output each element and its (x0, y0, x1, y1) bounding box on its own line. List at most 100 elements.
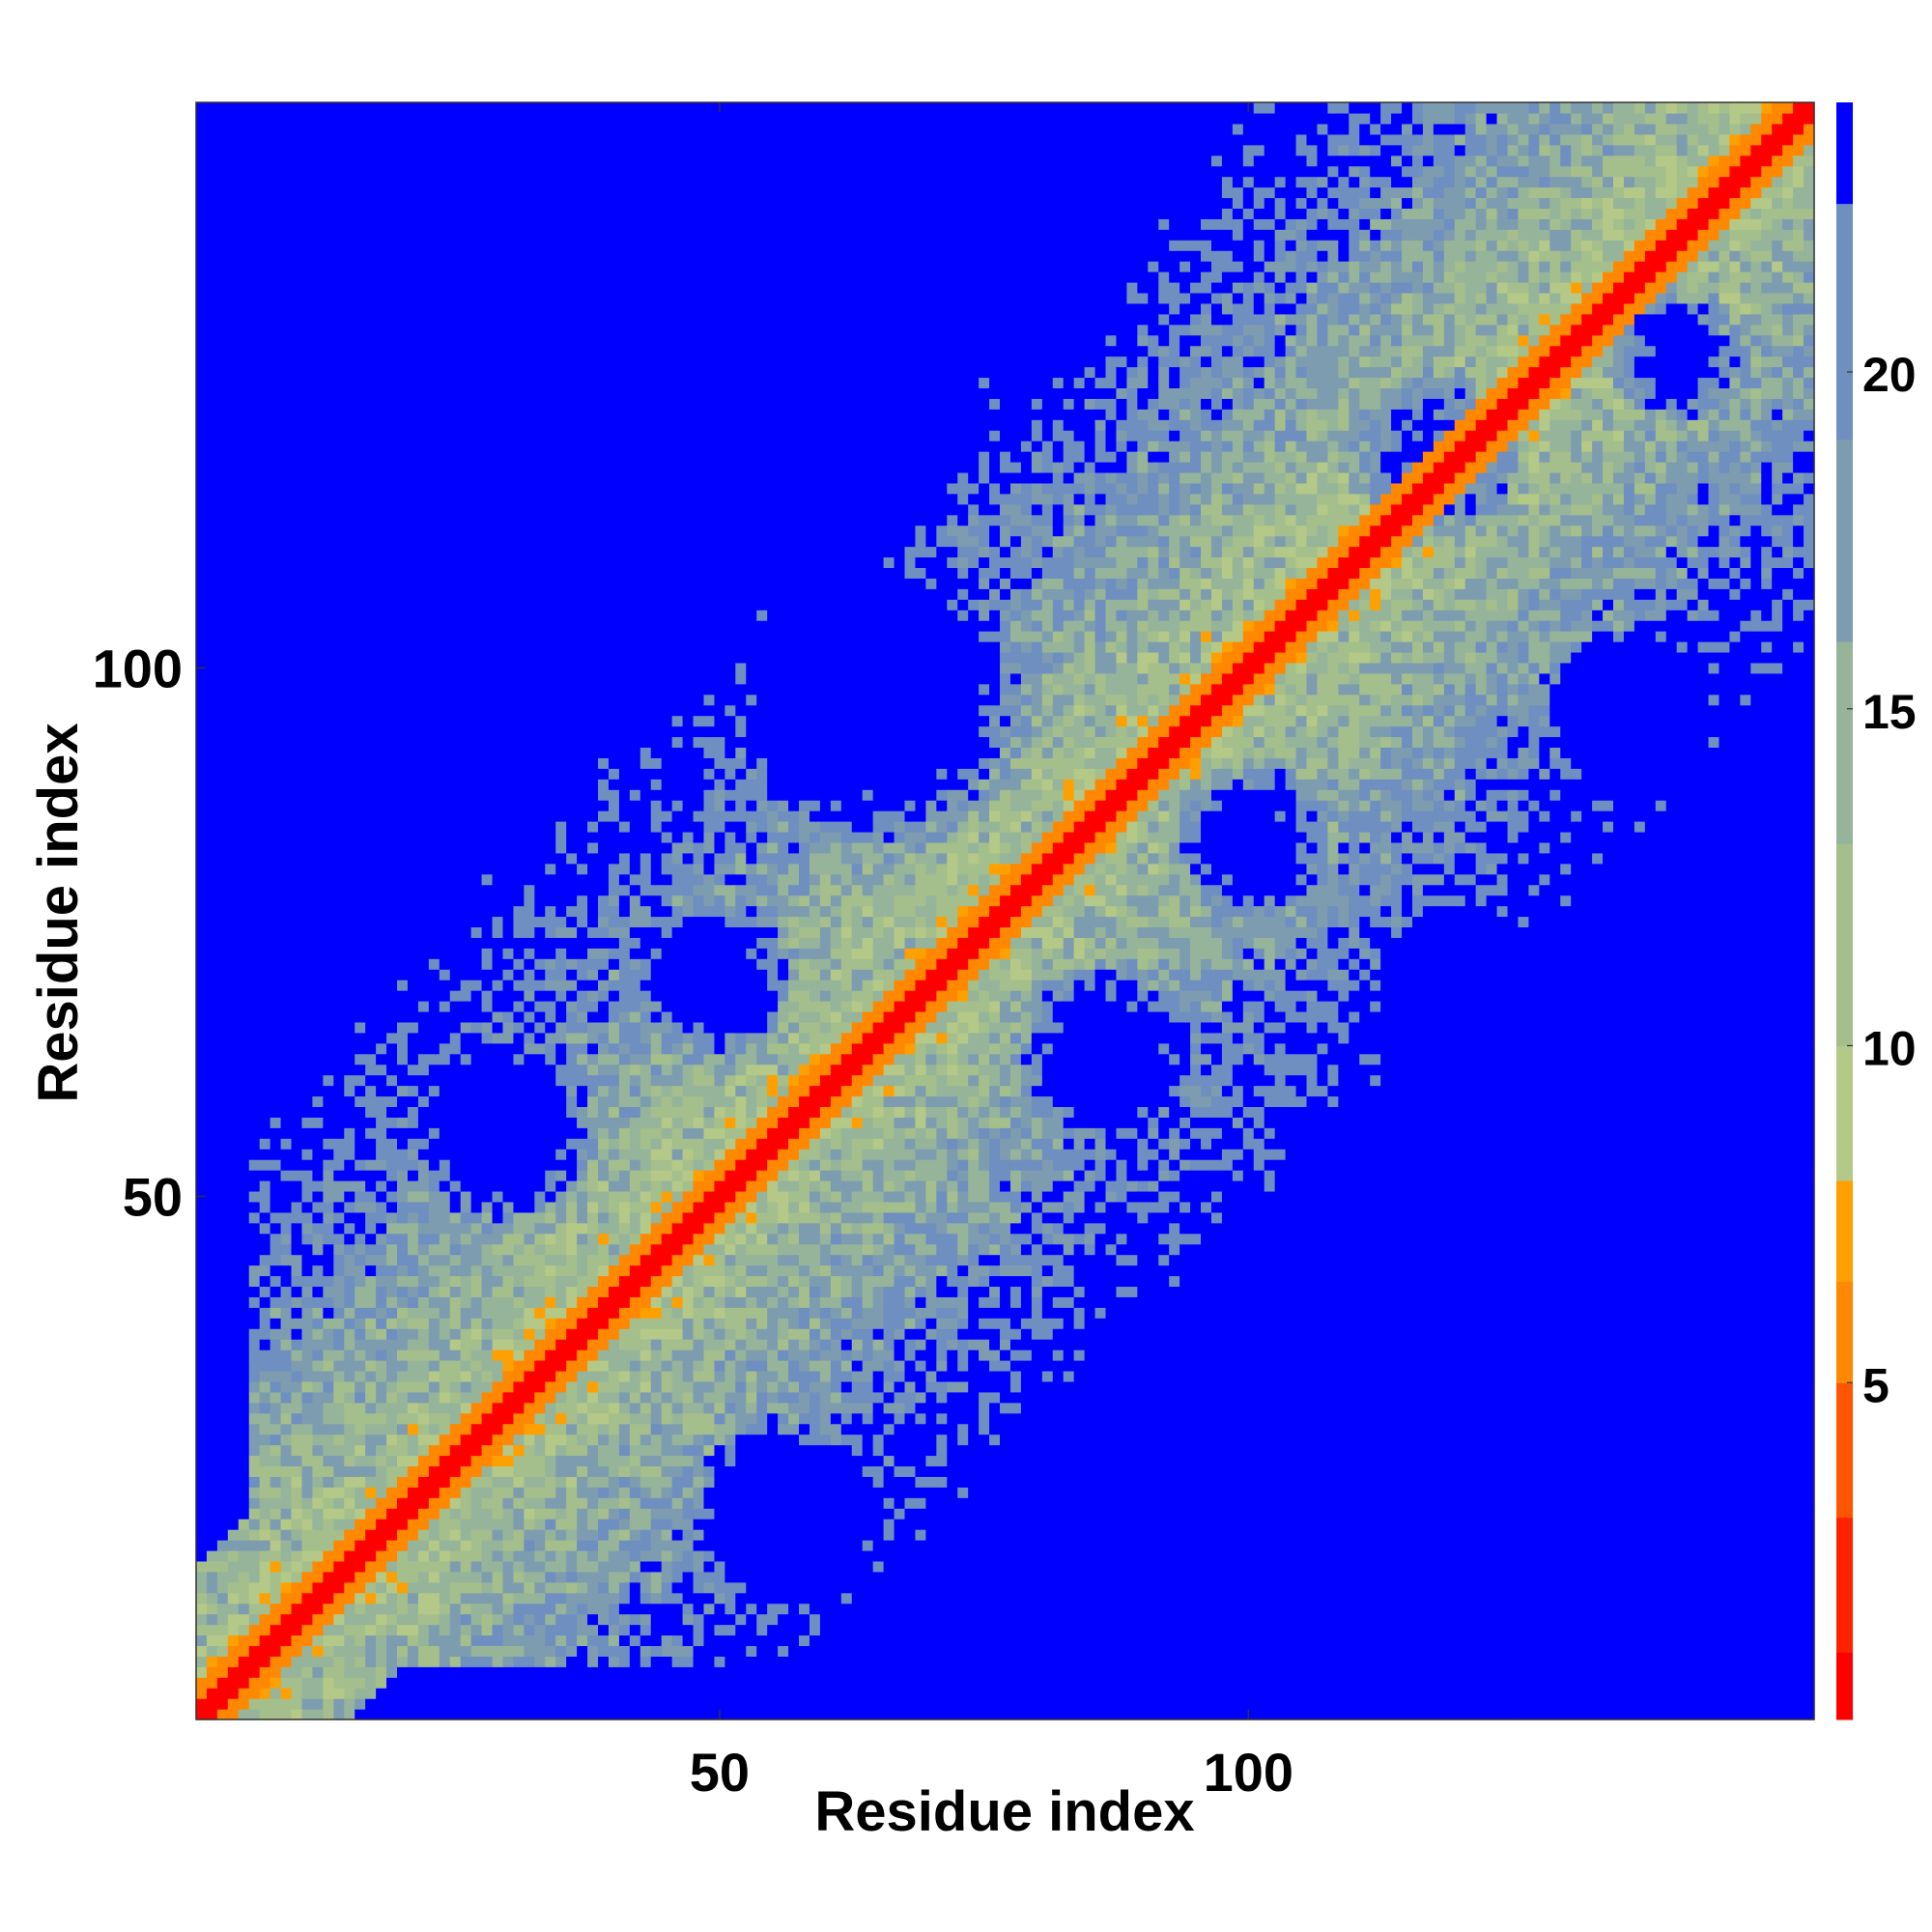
heatmap-cell (228, 948, 240, 959)
heatmap-cell (418, 1572, 430, 1583)
heatmap-cell (239, 1022, 250, 1034)
heatmap-cell (513, 1275, 525, 1287)
heatmap-cell (534, 1350, 546, 1361)
heatmap-cell (461, 1054, 472, 1065)
heatmap-cell (312, 1095, 324, 1107)
heatmap-cell (217, 578, 229, 589)
heatmap-cell (333, 1001, 345, 1012)
heatmap-cell (524, 1381, 535, 1393)
heatmap-cell (355, 1455, 366, 1466)
heatmap-cell (260, 990, 271, 1002)
heatmap-cell (228, 1561, 240, 1573)
heatmap-cell (482, 768, 494, 780)
heatmap-cell (312, 1149, 324, 1160)
heatmap-cell (365, 556, 377, 568)
heatmap-cell (228, 726, 240, 738)
heatmap-cell (323, 1149, 334, 1160)
heatmap-cell (450, 1223, 462, 1235)
heatmap-cell (450, 1054, 462, 1065)
heatmap-cell (207, 1159, 218, 1171)
heatmap-cell (534, 1572, 546, 1583)
heatmap-cell (312, 1561, 324, 1573)
heatmap-cell (196, 1350, 208, 1361)
heatmap-cell (323, 1593, 334, 1605)
heatmap-cell (493, 113, 504, 125)
heatmap-cell (281, 937, 293, 949)
heatmap-cell (344, 958, 355, 970)
heatmap-cell (207, 1307, 218, 1319)
heatmap-cell (397, 906, 409, 918)
heatmap-cell (301, 695, 313, 706)
heatmap-cell (493, 695, 504, 706)
heatmap-cell (323, 1645, 334, 1657)
heatmap-cell (260, 705, 271, 717)
heatmap-cell (217, 620, 229, 632)
heatmap-cell (482, 990, 494, 1002)
heatmap-cell (365, 684, 377, 696)
heatmap-cell (418, 430, 430, 441)
heatmap-cell (323, 620, 334, 632)
heatmap-cell (301, 1435, 313, 1446)
heatmap-cell (524, 1572, 535, 1583)
heatmap-cell (376, 1582, 387, 1594)
heatmap-cell (270, 705, 282, 717)
heatmap-cell (270, 969, 282, 980)
heatmap-cell (228, 1424, 240, 1435)
heatmap-cell (270, 1043, 282, 1055)
heatmap-cell (524, 599, 535, 611)
heatmap-cell (502, 1234, 514, 1245)
heatmap-cell (397, 1392, 409, 1404)
heatmap-cell (461, 1403, 472, 1414)
heatmap-cell (365, 1614, 377, 1626)
heatmap-cell (450, 208, 462, 219)
heatmap-cell (281, 494, 293, 505)
heatmap-cell (493, 1339, 504, 1350)
heatmap-cell (376, 663, 387, 674)
heatmap-cell (461, 113, 472, 125)
heatmap-cell (249, 937, 261, 949)
heatmap-cell (281, 969, 293, 980)
heatmap-cell (239, 1095, 250, 1107)
heatmap-cell (333, 842, 345, 854)
heatmap-cell (281, 1138, 293, 1150)
heatmap-cell (524, 1424, 535, 1435)
heatmap-cell (292, 1634, 303, 1646)
heatmap-cell (292, 1022, 303, 1034)
heatmap-cell (217, 1403, 229, 1414)
heatmap-cell (281, 768, 293, 780)
heatmap-cell (301, 156, 313, 167)
heatmap-cell (333, 599, 345, 611)
heatmap-cell (502, 663, 514, 674)
heatmap-cell (408, 250, 419, 262)
heatmap-cell (344, 250, 355, 262)
heatmap-cell (217, 1138, 229, 1150)
heatmap-cell (502, 948, 514, 959)
heatmap-cell (461, 926, 472, 938)
heatmap-cell (482, 1180, 494, 1192)
heatmap-cell (301, 1677, 313, 1689)
heatmap-cell (260, 187, 271, 199)
heatmap-cell (270, 1604, 282, 1615)
heatmap-cell (502, 906, 514, 918)
heatmap-cell (418, 980, 430, 991)
heatmap-cell (207, 684, 218, 696)
heatmap-cell (397, 1127, 409, 1139)
heatmap-cell (333, 134, 345, 146)
heatmap-cell (249, 853, 261, 865)
heatmap-cell (493, 1265, 504, 1277)
heatmap-cell (397, 705, 409, 717)
heatmap-cell (228, 705, 240, 717)
heatmap-cell (408, 885, 419, 896)
heatmap-cell (217, 990, 229, 1002)
heatmap-cell (418, 599, 430, 611)
heatmap-cell (461, 1307, 472, 1319)
heatmap-cell (312, 483, 324, 495)
heatmap-cell (513, 494, 525, 505)
heatmap-cell (482, 695, 494, 706)
heatmap-cell (301, 134, 313, 146)
heatmap-cell (440, 1149, 451, 1160)
heatmap-cell (270, 124, 282, 135)
heatmap-cell (270, 1255, 282, 1266)
heatmap-cell (323, 124, 334, 135)
heatmap-cell (365, 1677, 377, 1689)
